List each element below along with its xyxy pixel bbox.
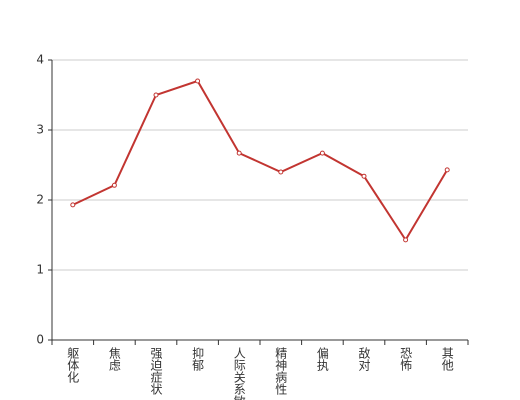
x-tick-label: 恐怖	[399, 347, 413, 371]
x-tick-label: 抑郁	[191, 346, 205, 372]
x-tick-label: 敌对	[357, 346, 371, 371]
x-tick-label: 躯体化	[66, 346, 80, 384]
point	[236, 150, 242, 156]
x-tick-label: 偏执	[315, 346, 329, 372]
x-tick-label: 人际关系敏感	[232, 347, 246, 400]
point	[195, 78, 201, 84]
y-tick-label: 0	[36, 333, 44, 347]
point	[403, 237, 409, 243]
x-tick-label: 其他	[440, 347, 454, 371]
line	[72, 79, 449, 242]
point	[319, 150, 325, 156]
point	[70, 202, 76, 208]
x-tick-label: 精神病性	[274, 347, 288, 396]
y-tick-label: 4	[36, 53, 44, 67]
x-tick-label: 焦虑	[107, 347, 121, 371]
y-tick-label: 2	[36, 193, 44, 207]
point	[361, 173, 367, 179]
point	[278, 169, 284, 175]
point	[153, 92, 159, 98]
y-tick-label: 1	[36, 263, 44, 277]
point	[111, 182, 117, 188]
point	[444, 167, 450, 173]
y-tick-label: 3	[36, 123, 44, 137]
x-tick-label: 强迫症状	[149, 347, 163, 395]
